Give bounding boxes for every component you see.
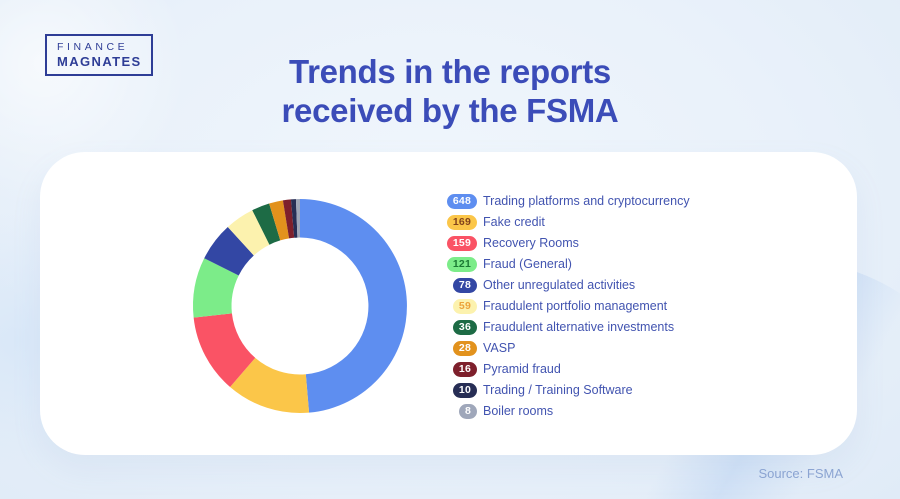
legend-row: 159 Recovery Rooms	[445, 233, 690, 254]
donut-slice-fake-credit	[230, 357, 310, 413]
legend-badge-column: 78	[445, 278, 477, 293]
logo-magnates-text: MAGNATES	[57, 54, 142, 69]
legend-row: 36 Fraudulent alternative investments	[445, 317, 690, 338]
legend-label: Fraudulent portfolio management	[483, 299, 668, 313]
legend-row: 28 VASP	[445, 338, 690, 359]
legend-row: 78 Other unregulated activities	[445, 275, 690, 296]
legend-row: 648 Trading platforms and cryptocurrency	[445, 191, 690, 212]
title-line-2: received by the FSMA	[281, 92, 619, 129]
legend-badge-column: 159	[445, 236, 477, 251]
legend-badge-column: 36	[445, 320, 477, 335]
donut-slice-fraud-general	[193, 258, 239, 318]
legend-row: 59 Fraudulent portfolio management	[445, 296, 690, 317]
chart-card: 648 Trading platforms and cryptocurrency 1…	[40, 152, 857, 455]
legend-badge-column: 16	[445, 362, 477, 377]
legend-value-badge: 36	[452, 320, 477, 335]
legend-row: 121 Fraud (General)	[445, 254, 690, 275]
legend-badge-column: 28	[445, 341, 477, 356]
legend-label: Trading / Training Software	[483, 383, 633, 397]
donut-slice-other-unregulated-activities	[204, 227, 254, 276]
legend-label: VASP	[483, 341, 516, 355]
legend-value-badge: 159	[446, 236, 477, 251]
legend-label: Other unregulated activities	[483, 278, 636, 292]
donut-chart	[193, 199, 407, 413]
legend-row: 8 Boiler rooms	[445, 401, 690, 422]
legend-value-badge: 59	[452, 299, 477, 314]
legend-badge-column: 8	[445, 404, 477, 419]
legend-label: Recovery Rooms	[483, 236, 579, 250]
legend-row: 16 Pyramid fraud	[445, 359, 690, 380]
legend-value-badge: 648	[446, 194, 477, 209]
legend-label: Trading platforms and cryptocurrency	[483, 194, 690, 208]
donut-slice-trading-training-software	[290, 199, 298, 238]
legend-label: Fraud (General)	[483, 257, 572, 271]
donut-slice-pyramid-fraud	[282, 199, 295, 239]
logo-finance-text: FINANCE	[57, 41, 129, 53]
donut-slice-vasp	[269, 200, 290, 241]
title-line-1: Trends in the reports	[289, 53, 611, 90]
page-title: Trends in the reports received by the FSM…	[0, 52, 900, 130]
legend-badge-column: 121	[445, 257, 477, 272]
legend-value-badge: 78	[452, 278, 477, 293]
legend-value-badge: 10	[452, 383, 477, 398]
legend-badge-column: 169	[445, 215, 477, 230]
legend-badge-column: 648	[445, 194, 477, 209]
legend-label: Fake credit	[483, 215, 545, 229]
legend-row: 169 Fake credit	[445, 212, 690, 233]
legend-row: 10 Trading / Training Software	[445, 380, 690, 401]
legend-value-badge: 28	[452, 341, 477, 356]
legend-badge-column: 59	[445, 299, 477, 314]
legend-value-badge: 16	[452, 362, 477, 377]
legend-value-badge: 8	[458, 404, 477, 419]
legend-label: Fraudulent alternative investments	[483, 320, 675, 334]
donut-slice-fraudulent-portfolio-management	[227, 210, 270, 256]
legend-value-badge: 169	[446, 215, 477, 230]
finance-magnates-logo: FINANCE MAGNATES	[45, 34, 153, 76]
legend-value-badge: 121	[446, 257, 477, 272]
donut-slice-boiler-rooms	[295, 199, 300, 238]
donut-slice-fraudulent-alternative-investments	[252, 203, 281, 245]
legend-label: Pyramid fraud	[483, 362, 561, 376]
legend-label: Boiler rooms	[483, 404, 554, 418]
chart-legend: 648 Trading platforms and cryptocurrency 1…	[445, 191, 690, 422]
legend-badge-column: 10	[445, 383, 477, 398]
source-attribution: Source: FSMA	[758, 466, 843, 481]
donut-slice-recovery-rooms	[193, 313, 256, 387]
donut-slice-trading-platforms-and-cryptocurrency	[300, 199, 407, 413]
